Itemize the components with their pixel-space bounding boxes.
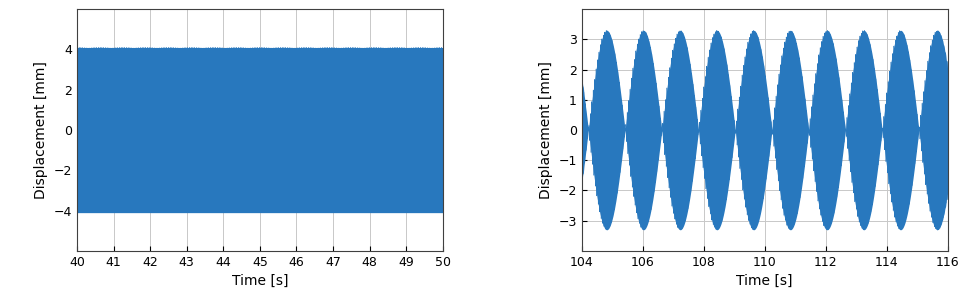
- X-axis label: Time [s]: Time [s]: [232, 274, 287, 288]
- Y-axis label: Displacement [mm]: Displacement [mm]: [35, 61, 48, 199]
- X-axis label: Time [s]: Time [s]: [736, 274, 792, 288]
- Y-axis label: Displacement [mm]: Displacement [mm]: [538, 61, 553, 199]
